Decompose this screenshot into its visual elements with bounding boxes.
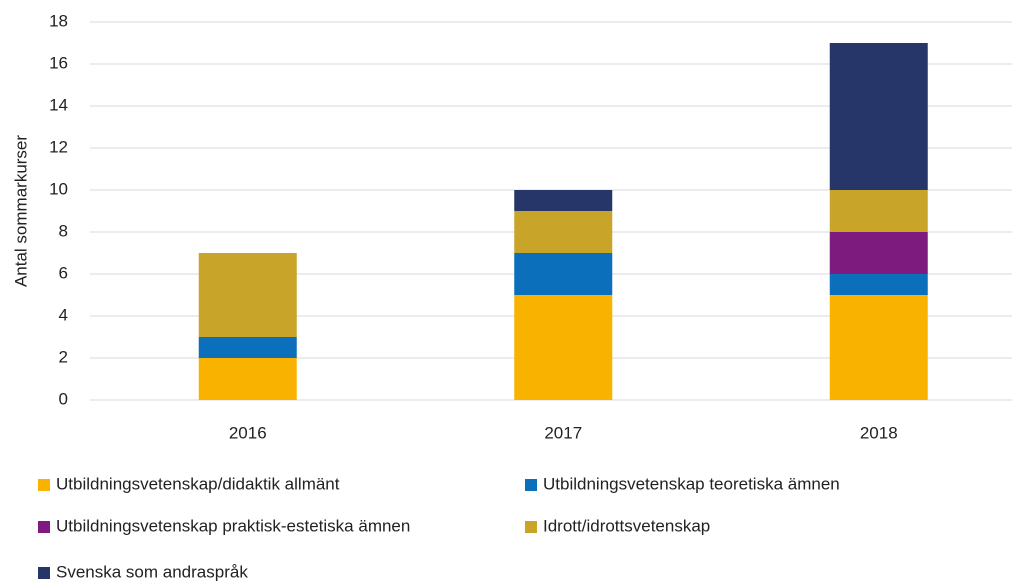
bar-segment [514, 295, 613, 400]
legend-swatch [38, 567, 50, 579]
bar-segment [829, 232, 928, 274]
bar-segment [514, 253, 613, 295]
legend-swatch [38, 479, 50, 491]
bar-segment [829, 295, 928, 400]
y-tick-label: 0 [59, 389, 68, 408]
y-axis-label: Antal sommarkurser [11, 135, 30, 287]
bar-segment [198, 337, 297, 358]
y-tick-label: 16 [49, 53, 68, 72]
bar-segment [198, 358, 297, 400]
bar-segment [829, 190, 928, 232]
legend-label: Utbildningsvetenskap teoretiska ämnen [543, 474, 840, 493]
legend-swatch [525, 479, 537, 491]
y-tick-label: 12 [49, 137, 68, 156]
y-tick-label: 8 [59, 221, 68, 240]
bar-segment [829, 43, 928, 190]
x-tick-label: 2016 [229, 423, 267, 442]
x-tick-label: 2018 [860, 423, 898, 442]
legend-label: Utbildningsvetenskap/didaktik allmänt [56, 474, 340, 493]
y-tick-label: 14 [49, 95, 68, 114]
y-tick-label: 4 [59, 305, 68, 324]
legend-label: Svenska som andraspråk [56, 562, 248, 581]
x-tick-label: 2017 [544, 423, 582, 442]
y-tick-label: 18 [49, 11, 68, 30]
bar-segment [514, 190, 613, 211]
legend-label: Idrott/idrottsvetenskap [543, 516, 710, 535]
y-tick-label: 10 [49, 179, 68, 198]
legend-label: Utbildningsvetenskap praktisk-estetiska … [56, 516, 410, 535]
bar-segment [829, 274, 928, 295]
bar-segment [198, 253, 297, 337]
y-tick-label: 2 [59, 347, 68, 366]
legend-swatch [38, 521, 50, 533]
legend-swatch [525, 521, 537, 533]
y-tick-label: 6 [59, 263, 68, 282]
bar-segment [514, 211, 613, 253]
